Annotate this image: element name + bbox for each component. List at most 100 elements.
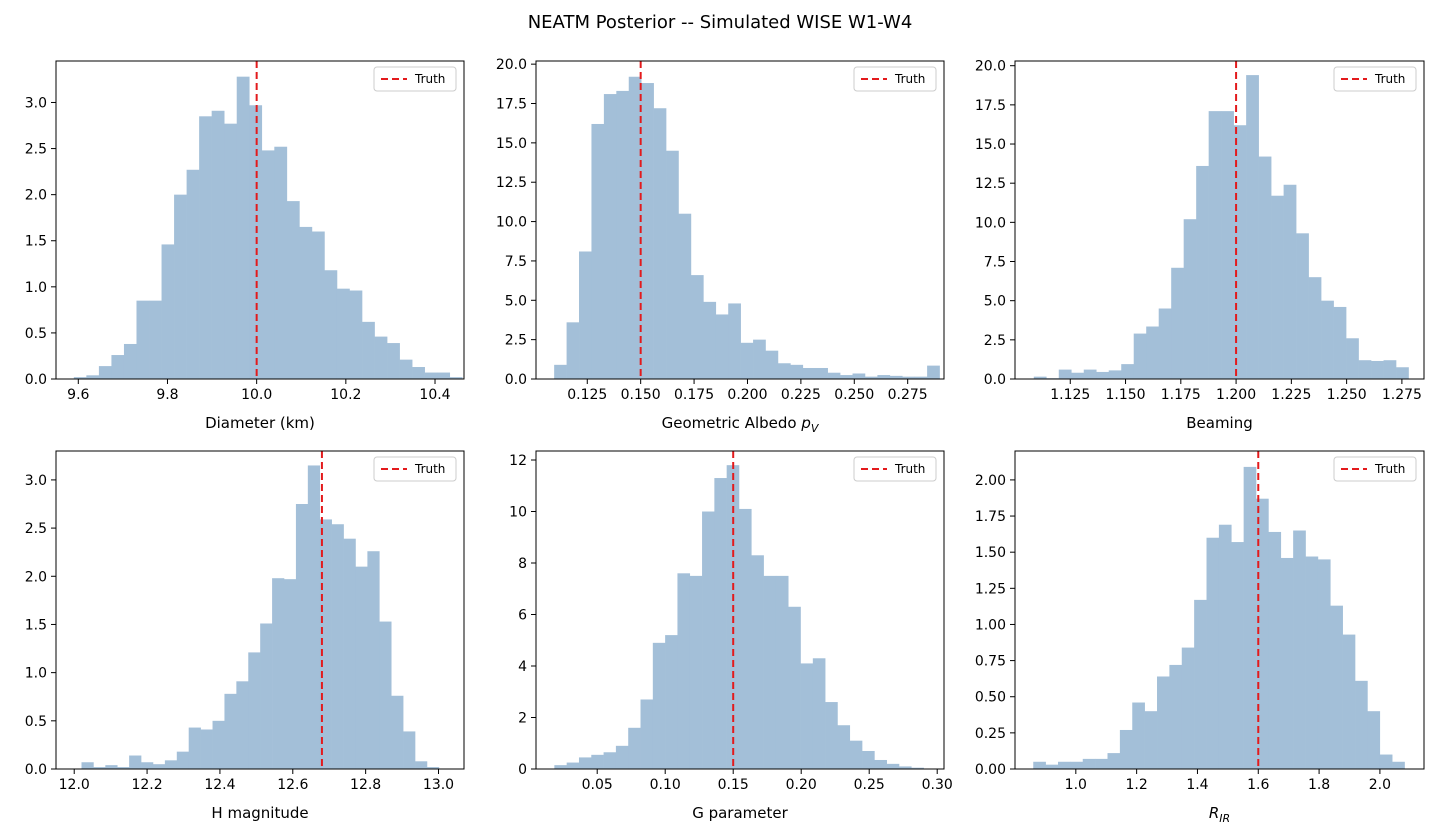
histogram-bar — [566, 322, 580, 379]
histogram-bar — [152, 764, 166, 769]
x-tick-label: 1.4 — [1186, 777, 1208, 793]
histogram-bar — [324, 270, 338, 379]
y-tick-label: 12.5 — [496, 175, 527, 191]
histogram-bar — [117, 767, 130, 769]
x-axis-label: H magnitude — [211, 804, 308, 822]
histogram-panel-2: 0.125 0.150 0.175 0.200 0.225 0.250 0.275 0.0 2.… — [496, 57, 945, 435]
y-tick-label: 1.0 — [25, 280, 47, 296]
histogram-bar — [141, 762, 154, 769]
y-tick-label: 17.5 — [975, 98, 1006, 114]
histogram-bar — [1246, 75, 1259, 380]
histogram-bar — [437, 372, 451, 379]
histogram-bar — [1346, 338, 1359, 379]
legend: Truth — [373, 456, 457, 482]
histogram-bar — [1317, 559, 1331, 769]
histogram-bar — [715, 314, 729, 379]
histogram-bar — [1196, 165, 1209, 379]
x-tick-label: 10.2 — [330, 387, 361, 403]
x-tick-label: 1.200 — [1216, 387, 1256, 403]
y-tick-label: 10 — [509, 505, 527, 521]
legend-box — [853, 66, 937, 92]
histogram-bar — [927, 365, 940, 379]
histogram-bar — [640, 699, 654, 769]
legend-label: Truth — [414, 462, 445, 476]
histogram-bar — [1132, 702, 1145, 769]
x-tick-label: 12.0 — [59, 777, 90, 793]
y-tick-label: 1.5 — [25, 234, 47, 250]
x-tick-label: 0.15 — [718, 777, 749, 793]
histogram-bar — [161, 244, 175, 379]
histogram-bar — [790, 364, 804, 379]
histogram-bar — [1271, 195, 1284, 379]
legend-box — [373, 456, 457, 482]
histogram-bar — [349, 290, 363, 379]
histogram-bar — [73, 377, 87, 379]
histogram-bar — [788, 606, 801, 769]
y-tick-label: 2.0 — [25, 569, 47, 585]
histogram-bar — [176, 751, 190, 769]
histogram-bar — [1169, 664, 1183, 769]
histogram-bar — [1082, 758, 1096, 769]
x-tick-label: 0.225 — [781, 387, 821, 403]
y-tick-label: 0.0 — [505, 372, 527, 388]
histogram-bar — [391, 695, 404, 769]
x-tick-label: 0.30 — [922, 777, 953, 793]
histogram-bar — [1258, 156, 1272, 379]
histogram-bar — [837, 725, 851, 769]
histogram-bar — [1158, 308, 1172, 379]
histogram-bar — [212, 720, 225, 769]
histogram-bar — [1283, 184, 1297, 379]
legend: Truth — [853, 456, 937, 482]
histogram-bar — [399, 359, 413, 379]
y-tick-label: 6 — [518, 608, 527, 624]
histogram-bar — [864, 376, 878, 379]
histogram-bar — [812, 658, 826, 769]
x-tick-label: 1.8 — [1308, 777, 1330, 793]
histogram-bar — [415, 761, 428, 769]
histogram-bar — [840, 375, 853, 379]
histogram-bar — [751, 555, 764, 769]
histogram-bar — [628, 727, 641, 769]
histogram-bar — [200, 729, 213, 769]
histogram-bar — [379, 621, 392, 769]
x-axis-label: G parameter — [692, 804, 788, 822]
x-tick-label: 1.0 — [1065, 777, 1087, 793]
histogram-bar — [815, 367, 828, 379]
histogram-bar — [775, 575, 789, 769]
y-tick-label: 4 — [518, 659, 527, 675]
histogram-bar — [261, 150, 275, 379]
histogram-bar — [174, 194, 187, 379]
histogram-bar — [1355, 680, 1368, 769]
histogram-bar — [677, 573, 691, 769]
histogram-bar — [260, 623, 273, 769]
x-tick-label: 1.225 — [1271, 387, 1311, 403]
histogram-bar — [299, 226, 313, 379]
histogram-bar — [105, 765, 118, 769]
legend: Truth — [853, 66, 937, 92]
x-tick-label: 1.150 — [1105, 387, 1145, 403]
histogram-bar — [1330, 605, 1343, 769]
histogram-panel-5: 0.05 0.10 0.15 0.20 0.25 0.30 0 2 4 6 8 10 12 G param… — [509, 450, 953, 822]
y-tick-label: 1.75 — [975, 509, 1006, 525]
axes-frame — [55, 60, 465, 380]
x-axis-label: Diameter (km) — [205, 414, 315, 432]
y-tick-label: 0.5 — [25, 326, 47, 342]
x-tick-label: 0.175 — [674, 387, 714, 403]
histogram-bar — [666, 150, 679, 379]
histogram-bar — [1221, 111, 1234, 379]
histogram-bar — [1392, 761, 1405, 769]
histogram-bar — [862, 750, 875, 769]
x-axis-label: RIR — [1209, 804, 1230, 825]
histogram-bar — [1358, 360, 1372, 379]
histogram-bar — [81, 762, 94, 769]
histogram-bar — [284, 579, 297, 769]
axes-frame — [1014, 60, 1425, 380]
histogram-bar — [852, 373, 866, 379]
histogram-bar — [1367, 711, 1381, 769]
histogram-bar — [1371, 360, 1384, 379]
y-tick-label: 1.0 — [25, 666, 47, 682]
histogram-bar — [886, 763, 900, 769]
y-tick-label: 7.5 — [505, 254, 527, 270]
y-tick-label: 0.75 — [975, 654, 1006, 670]
